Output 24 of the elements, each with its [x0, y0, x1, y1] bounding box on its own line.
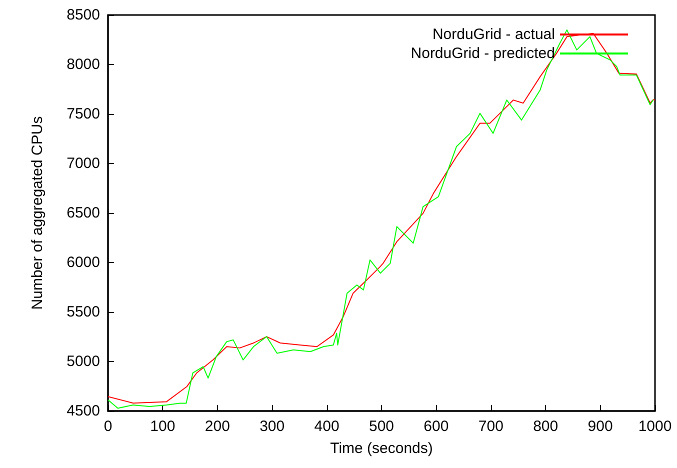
- y-tick-label: 5500: [66, 304, 100, 320]
- x-tick-label: 1000: [638, 418, 672, 435]
- x-tick-label: 100: [150, 418, 176, 435]
- legend-label: NorduGrid - actual: [432, 26, 555, 43]
- x-tick-label: 900: [588, 418, 613, 435]
- x-tick-label: 600: [424, 418, 449, 435]
- x-tick-label: 400: [314, 418, 340, 435]
- y-tick-label: 7000: [66, 155, 100, 172]
- y-tick-label: 6000: [66, 254, 100, 271]
- x-tick-label: 0: [104, 418, 112, 435]
- y-tick-label: 6500: [66, 204, 100, 222]
- x-tick-label: 800: [533, 418, 558, 435]
- y-tick-label: 5000: [66, 353, 100, 370]
- x-axis-title: Time (seconds): [330, 440, 433, 457]
- x-tick-label: 300: [260, 418, 285, 435]
- x-tick-label: 500: [368, 418, 394, 435]
- y-axis-title: Number of aggregated CPUs: [29, 116, 46, 310]
- legend-label: NorduGrid - predicted: [410, 45, 555, 62]
- y-tick-label: 8000: [66, 56, 100, 73]
- x-tick-label: 700: [478, 418, 504, 435]
- y-tick-label: 7500: [66, 106, 100, 122]
- y-tick-label: 8500: [66, 6, 100, 24]
- x-tick-label: 200: [204, 418, 230, 435]
- y-tick-label: 4500: [66, 402, 100, 420]
